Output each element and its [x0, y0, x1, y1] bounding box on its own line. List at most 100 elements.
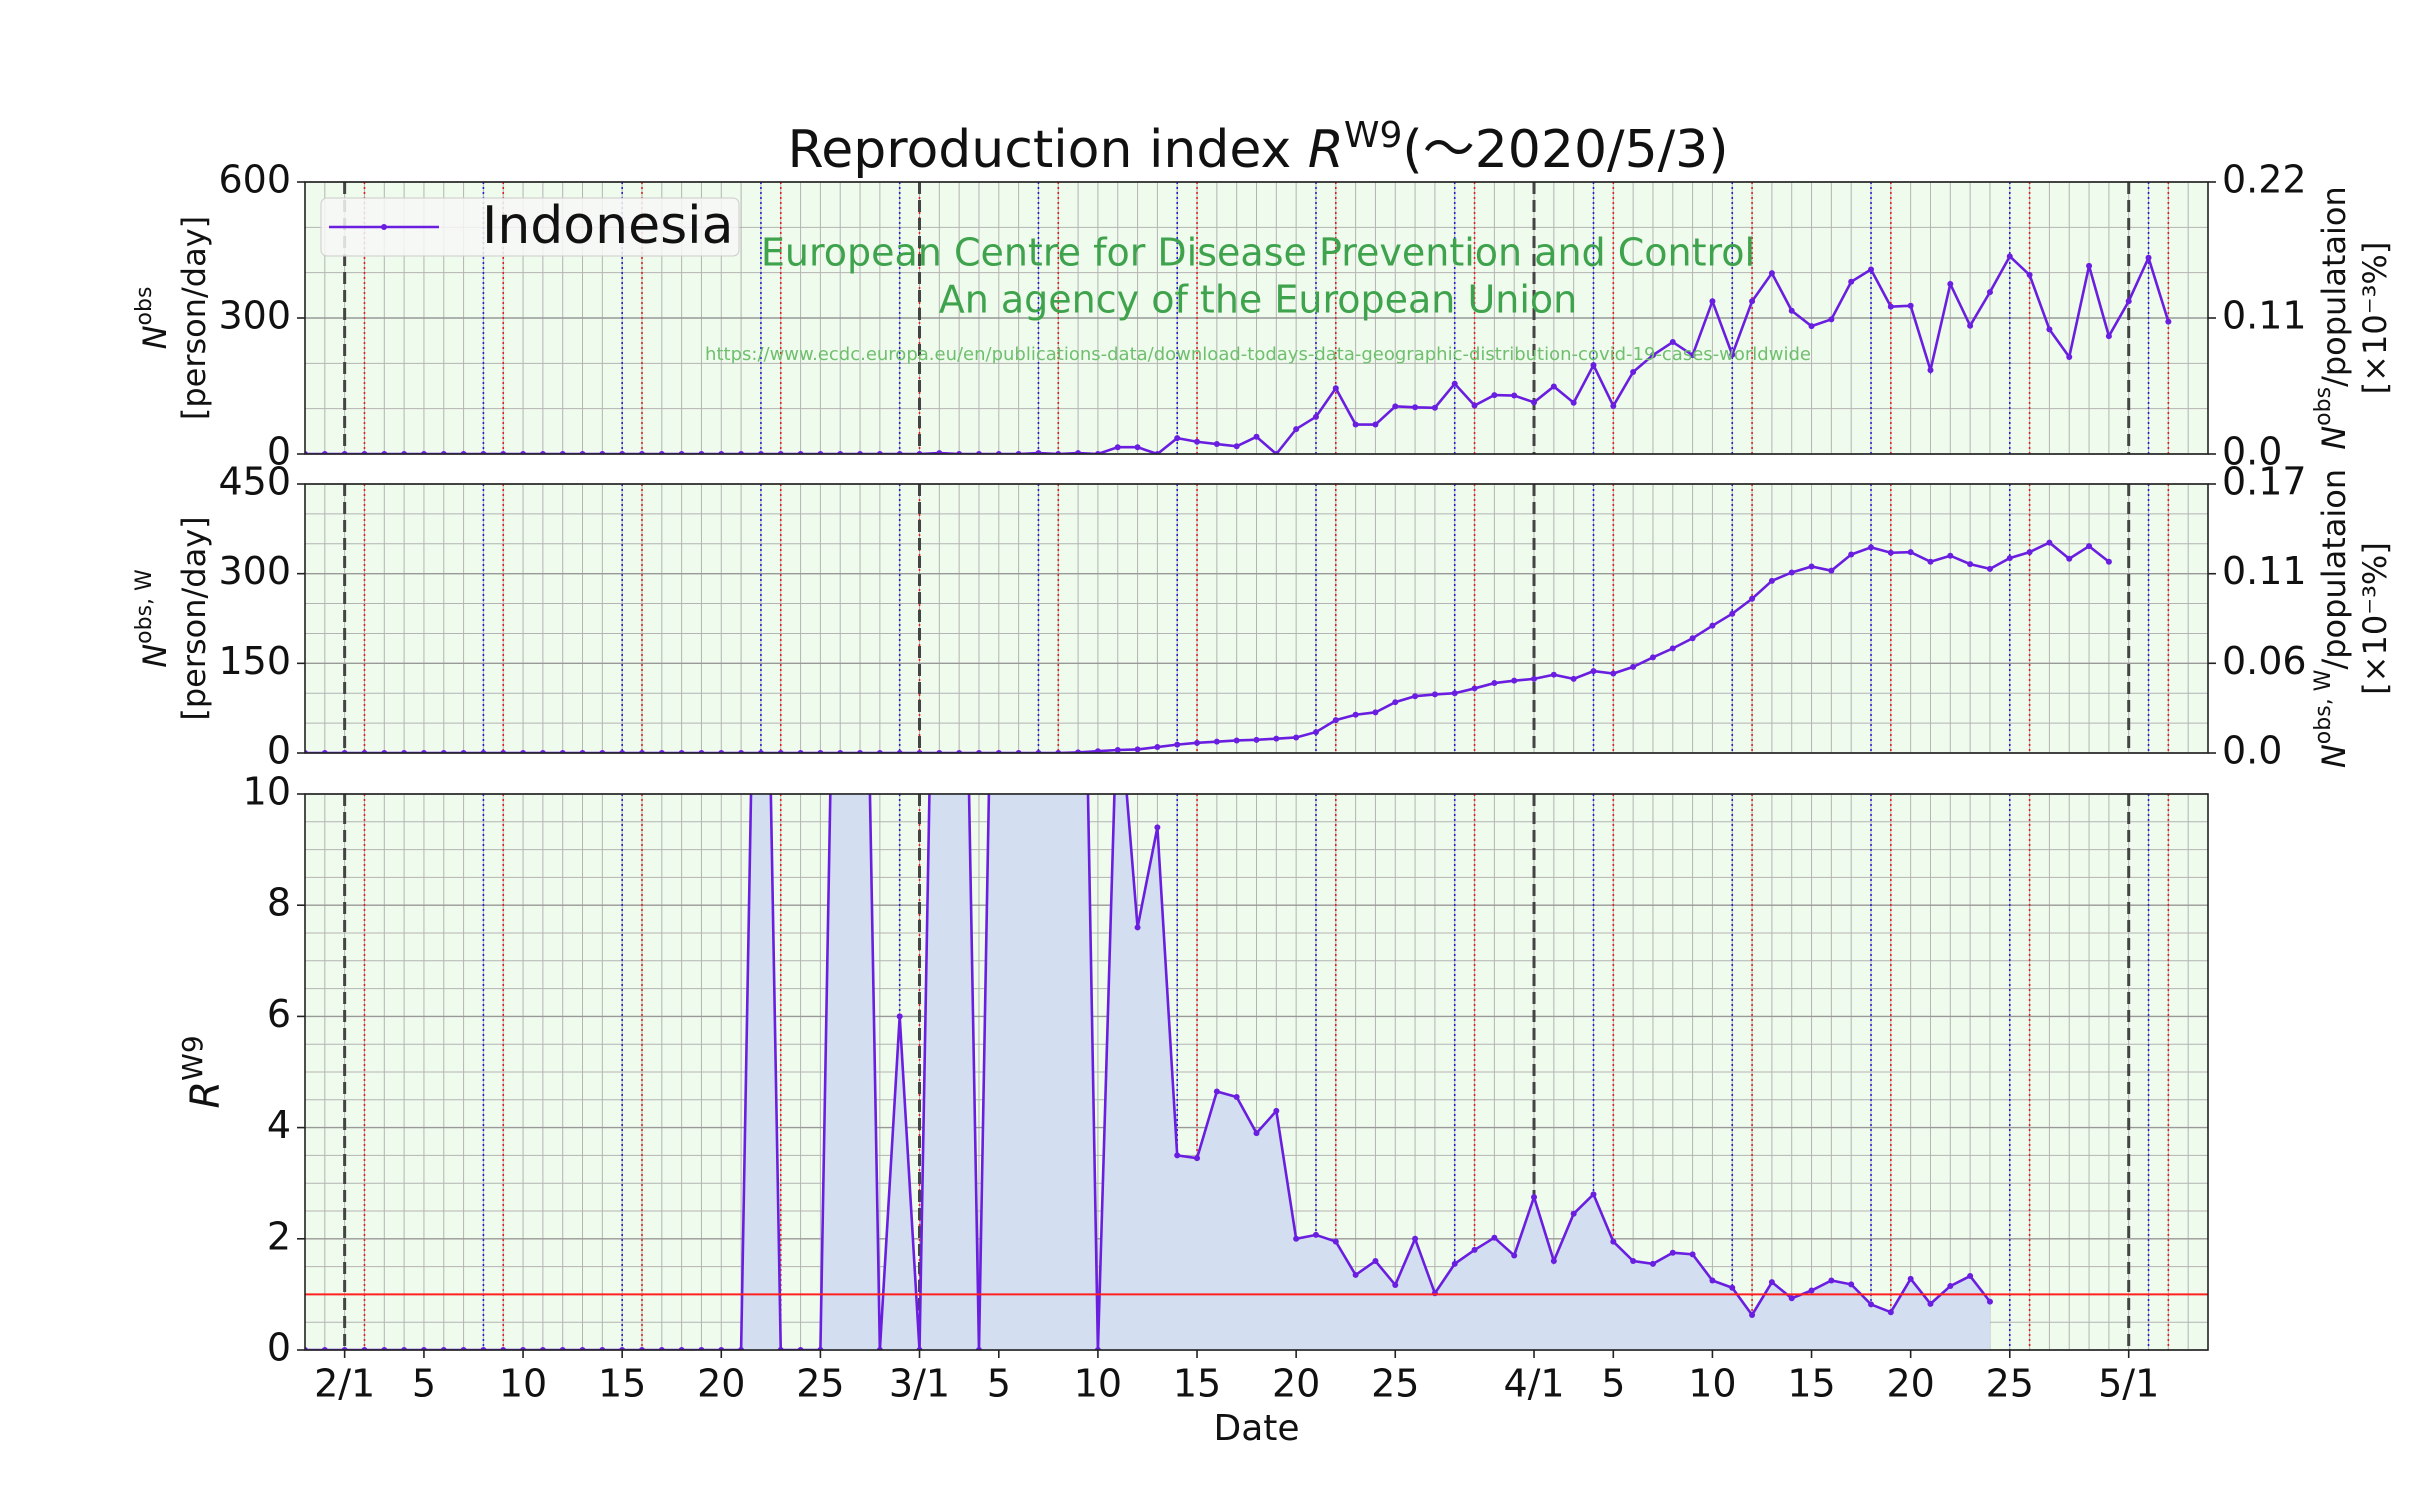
point	[1649, 654, 1656, 661]
point	[2086, 262, 2093, 269]
plot-frame	[304, 793, 2209, 1351]
point	[1531, 675, 1538, 682]
point	[1312, 413, 1319, 420]
point	[1986, 289, 1993, 296]
point	[1768, 1279, 1775, 1286]
point	[1630, 368, 1637, 375]
point	[1134, 746, 1141, 753]
point	[1808, 563, 1815, 570]
point	[1233, 443, 1240, 450]
y-axis-label: RW9	[176, 1035, 229, 1108]
point	[1194, 739, 1201, 746]
point	[1392, 1281, 1399, 1288]
x-tick-label: 20	[1886, 1362, 1934, 1406]
point	[1293, 426, 1300, 433]
point	[1610, 1238, 1617, 1245]
point	[1967, 1273, 1974, 1280]
series-line	[305, 794, 1991, 1350]
point	[1967, 322, 1974, 329]
point	[2086, 543, 2093, 550]
point	[1808, 1287, 1815, 1294]
point	[2026, 271, 2033, 278]
y2-tick-label: 0.0	[2222, 430, 2282, 474]
point	[1986, 1298, 1993, 1305]
y-axis-unit-part: [person/day]	[175, 216, 213, 420]
point	[1570, 1210, 1577, 1217]
point	[1511, 1252, 1518, 1259]
y-tick-label: 8	[267, 881, 291, 925]
point	[1392, 403, 1399, 410]
point	[1887, 303, 1894, 310]
x-tick-label: 4/1	[1503, 1362, 1564, 1406]
y-axis-label-part: N	[136, 325, 174, 349]
point	[1947, 281, 1954, 287]
point	[1372, 421, 1379, 428]
y-tick-label: 600	[218, 158, 291, 202]
point	[1768, 577, 1775, 584]
title-text: Reproduction index	[787, 120, 1307, 180]
point	[1134, 924, 1141, 931]
point	[1887, 1309, 1894, 1316]
y2-tick-label: 0.11	[2222, 294, 2307, 338]
point	[1531, 399, 1538, 406]
point	[1531, 1194, 1538, 1201]
point	[2046, 539, 2053, 546]
point	[1828, 1277, 1835, 1284]
y2-axis-label-part: N	[2315, 426, 2353, 450]
annotation: European Centre for Disease Prevention a…	[761, 231, 1755, 275]
x-tick-label: 20	[1272, 1362, 1320, 1406]
point	[1848, 278, 1855, 285]
point	[1431, 691, 1438, 698]
point	[1947, 552, 1954, 559]
point	[1927, 1300, 1934, 1307]
y2-tick-label: 0.17	[2222, 460, 2307, 504]
x-tick-label: 25	[1371, 1362, 1419, 1406]
annotation: https://www.ecdc.europa.eu/en/publicatio…	[705, 344, 1811, 365]
point	[1253, 1130, 1260, 1137]
point	[1312, 1231, 1319, 1238]
point	[1075, 450, 1082, 454]
point	[1947, 1283, 1954, 1290]
y-axis-unit-part: [person/day]	[175, 516, 213, 720]
point	[1887, 549, 1894, 556]
point	[1986, 565, 1993, 572]
y-axis-label-part: N	[136, 644, 174, 668]
point	[1709, 298, 1716, 305]
point	[1471, 402, 1478, 409]
point	[1491, 680, 1498, 687]
point	[1907, 549, 1914, 556]
point	[1788, 1295, 1795, 1302]
y2-axis-label-part: obs	[2311, 387, 2336, 426]
annotation: An agency of the European Union	[939, 278, 1578, 322]
x-tick-label: 3/1	[889, 1362, 950, 1406]
y-axis-label-part: R	[183, 1081, 229, 1109]
point	[1293, 1235, 1300, 1242]
point	[1550, 1258, 1557, 1265]
y-axis-label-part: obs, W	[132, 569, 157, 644]
legend-label: Indonesia	[482, 196, 733, 256]
point	[1709, 622, 1716, 629]
point	[1550, 383, 1557, 390]
point	[1352, 421, 1359, 428]
x-tick-label: 2/1	[314, 1362, 375, 1406]
point	[1868, 266, 1875, 273]
point	[1590, 668, 1597, 675]
point	[1174, 1152, 1181, 1159]
x-tick-label: 5	[412, 1362, 436, 1406]
y-axis-label-part: W9	[176, 1035, 209, 1081]
point	[1848, 551, 1855, 558]
x-tick-label: 20	[697, 1362, 745, 1406]
y2-axis-unit-part: [×10⁻³%]	[2356, 242, 2394, 395]
point	[1590, 362, 1597, 369]
point	[1253, 736, 1260, 743]
y-tick-label: 0	[267, 430, 291, 474]
point	[1352, 711, 1359, 718]
point	[1412, 404, 1419, 411]
point	[1491, 392, 1498, 399]
x-tick-label: 15	[1787, 1362, 1835, 1406]
y-tick-label: 150	[218, 639, 291, 683]
point	[2145, 254, 2152, 261]
x-tick-label: 15	[598, 1362, 646, 1406]
point	[1352, 1271, 1359, 1278]
point	[1848, 1281, 1855, 1288]
